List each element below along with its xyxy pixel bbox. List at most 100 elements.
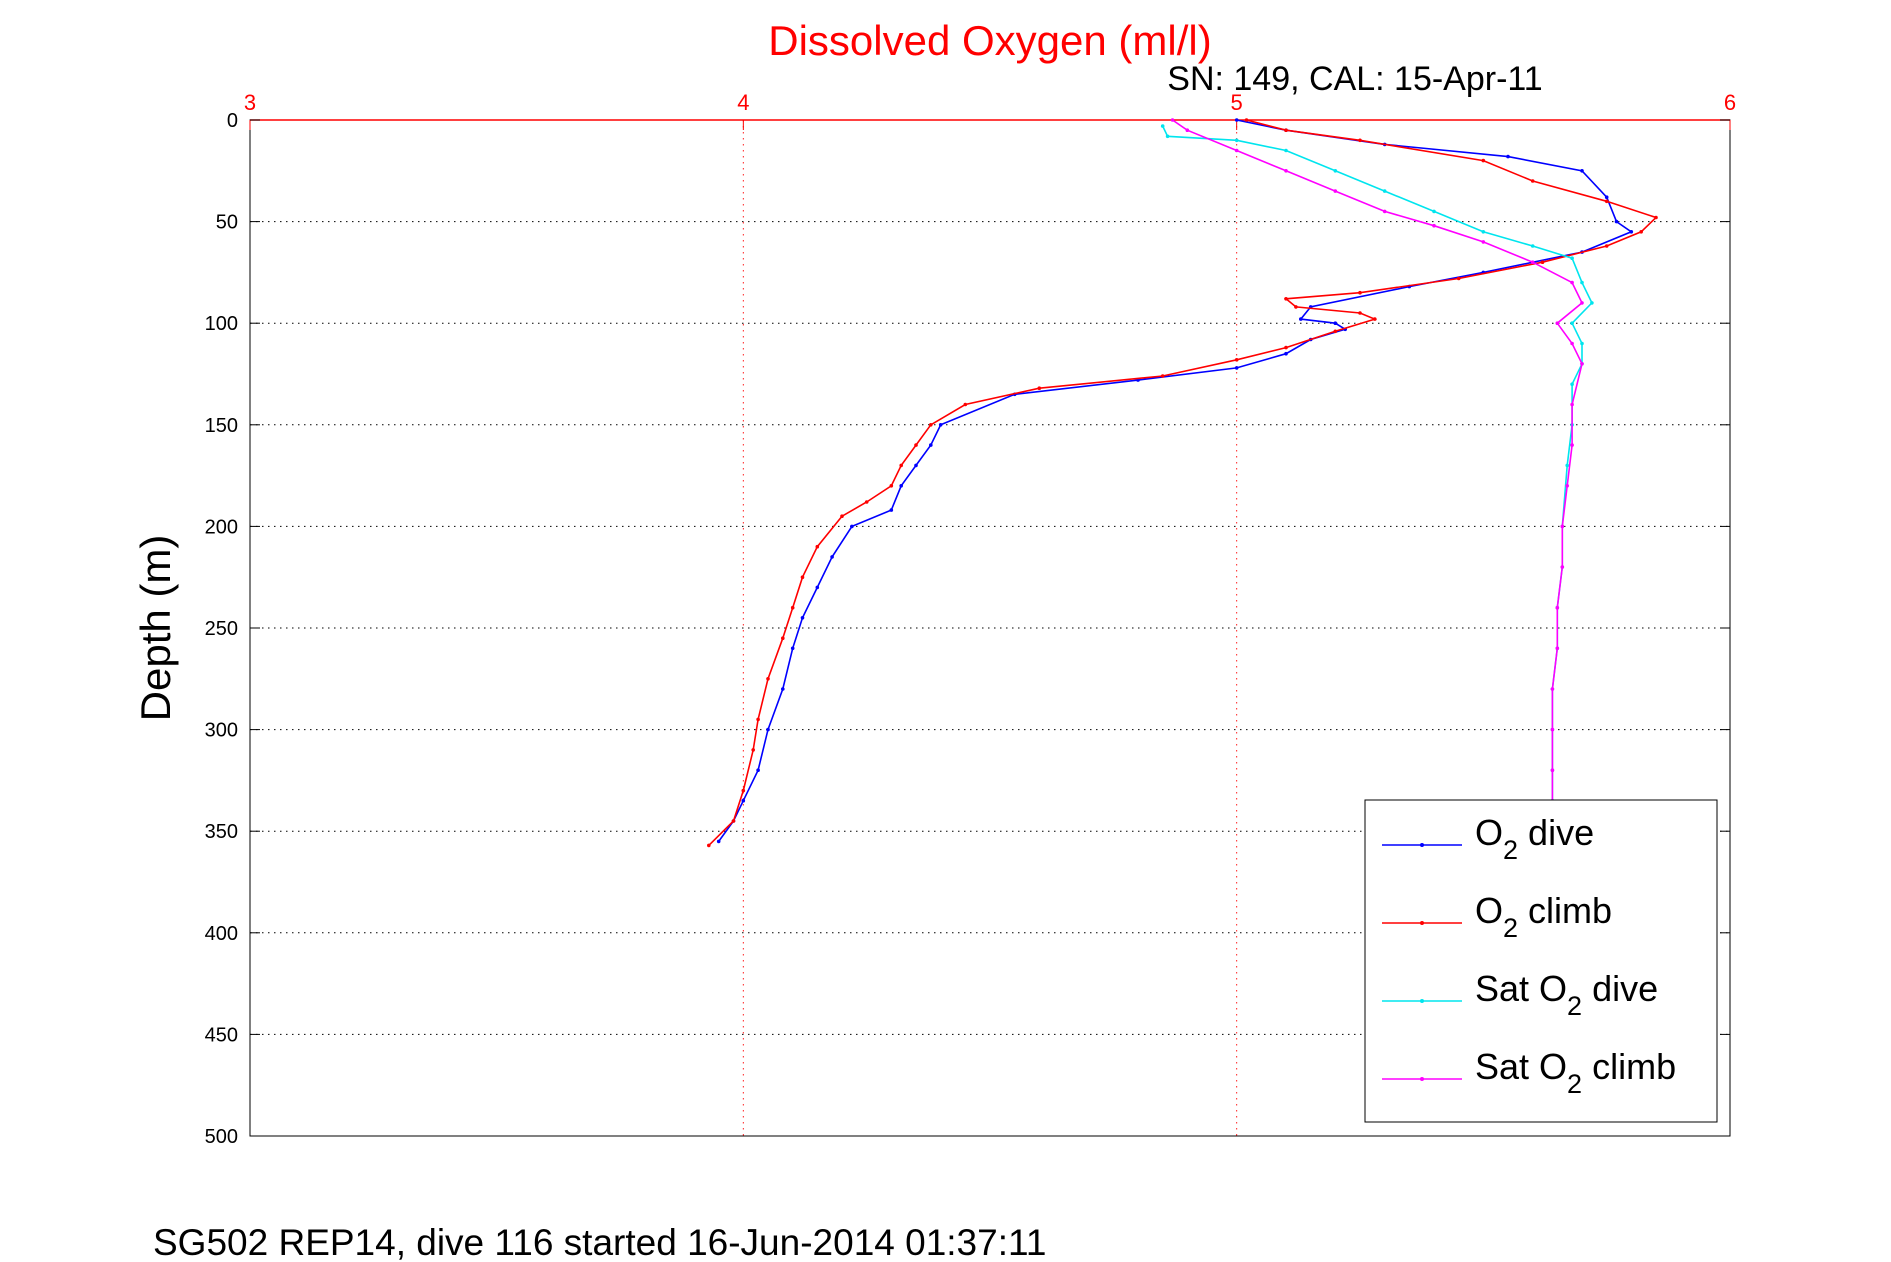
- data-point-sat-o2-dive: [1590, 301, 1594, 305]
- data-point-sat-o2-climb: [1555, 646, 1560, 651]
- data-point-o2-climb: [756, 717, 760, 722]
- data-point-o2-climb: [963, 402, 968, 407]
- data-point-o2-climb: [1333, 329, 1338, 334]
- y-axis-label: Depth (m): [132, 535, 179, 722]
- y-tick-label: 150: [205, 415, 238, 437]
- data-point-o2-dive: [938, 423, 943, 427]
- series-line-sat-o2-dive: [1161, 125, 1593, 801]
- data-point-o2-dive: [850, 524, 854, 529]
- data-point-sat-o2-climb: [1565, 484, 1569, 488]
- data-point-sat-o2-dive: [1570, 321, 1574, 326]
- y-tick-label: 50: [216, 212, 238, 234]
- data-point-sat-o2-dive: [1333, 169, 1338, 173]
- chart-title: Dissolved Oxygen (ml/l): [768, 17, 1211, 64]
- data-point-o2-climb: [751, 748, 755, 752]
- data-point-sat-o2-climb: [1570, 402, 1574, 407]
- legend-marker: [1420, 1077, 1424, 1081]
- data-point-o2-climb: [1358, 311, 1362, 315]
- data-point-sat-o2-climb: [1284, 169, 1288, 173]
- data-point-sat-o2-climb: [1560, 565, 1565, 569]
- data-point-o2-dive: [1580, 169, 1584, 173]
- data-point-sat-o2-dive: [1570, 382, 1574, 387]
- series-line-o2-climb: [708, 119, 1658, 846]
- series-line-sat-o2-climb: [1172, 119, 1583, 811]
- data-point-sat-o2-climb: [1170, 118, 1175, 122]
- series-o2-climb: [707, 118, 1658, 848]
- data-point-o2-dive: [899, 484, 903, 488]
- legend-item-sat-o2-climb: Sat O2 climb: [1382, 1046, 1676, 1099]
- data-point-o2-climb: [1654, 215, 1658, 220]
- chart-subtitle: SN: 149, CAL: 15-Apr-11: [1167, 60, 1542, 98]
- data-point-sat-o2-dive: [1432, 209, 1436, 214]
- y-tick-label: 500: [205, 1126, 238, 1148]
- data-point-sat-o2-climb: [1580, 362, 1584, 366]
- data-point-sat-o2-climb: [1580, 301, 1584, 305]
- data-point-sat-o2-dive: [1234, 138, 1239, 143]
- series-line-o2-dive: [718, 119, 1633, 842]
- data-point-o2-climb: [914, 443, 918, 447]
- data-point-sat-o2-climb: [1333, 189, 1338, 193]
- data-point-sat-o2-climb: [1530, 260, 1535, 265]
- data-point-o2-dive: [1234, 118, 1239, 122]
- legend-marker: [1420, 999, 1424, 1003]
- series-sat-o2-dive: [1160, 124, 1594, 803]
- data-point-o2-climb: [1037, 386, 1042, 391]
- data-point-o2-dive: [756, 768, 760, 772]
- legend-box: [1364, 799, 1718, 1123]
- data-point-o2-climb: [1358, 290, 1362, 295]
- legend-marker: [1420, 921, 1424, 925]
- legend-label: Sat O2 dive: [1475, 968, 1658, 1021]
- legend-label: O2 dive: [1475, 812, 1594, 865]
- data-point-o2-dive: [1299, 317, 1303, 321]
- y-tick-label: 250: [205, 618, 238, 640]
- data-point-sat-o2-dive: [1570, 256, 1574, 261]
- y-tick-label: 450: [205, 1024, 238, 1046]
- data-point-o2-climb: [800, 575, 805, 579]
- data-point-sat-o2-dive: [1382, 189, 1387, 193]
- data-point-o2-climb: [1284, 128, 1288, 132]
- data-point-o2-climb: [929, 423, 933, 427]
- data-point-o2-dive: [781, 687, 785, 691]
- data-point-o2-climb: [731, 819, 736, 823]
- y-tick-label: 200: [205, 516, 238, 538]
- data-point-o2-dive: [929, 443, 933, 447]
- data-point-sat-o2-climb: [1481, 240, 1486, 244]
- y-tick-label: 350: [205, 821, 238, 843]
- data-point-sat-o2-dive: [1530, 244, 1535, 248]
- data-point-o2-climb: [889, 484, 894, 488]
- data-point-o2-dive: [766, 727, 770, 732]
- data-point-o2-climb: [864, 500, 869, 504]
- y-tick-label: 400: [205, 923, 238, 945]
- data-point-sat-o2-climb: [1432, 223, 1436, 228]
- data-point-o2-climb: [840, 514, 844, 518]
- data-point-o2-climb: [1284, 345, 1288, 350]
- data-point-o2-climb: [1456, 276, 1461, 281]
- legend-item-o2-dive: O2 dive: [1382, 812, 1594, 865]
- legend-marker: [1420, 843, 1424, 847]
- data-point-o2-dive: [1604, 195, 1609, 199]
- footer-caption: SG502 REP14, dive 116 started 16-Jun-201…: [153, 1222, 1046, 1262]
- x-tick-label: 5: [1231, 90, 1243, 115]
- data-point-o2-dive: [914, 463, 918, 468]
- data-point-o2-climb: [741, 788, 746, 793]
- data-point-o2-climb: [1358, 138, 1362, 143]
- data-point-o2-climb: [790, 605, 795, 610]
- data-point-sat-o2-dive: [1284, 148, 1288, 153]
- data-point-o2-dive: [790, 646, 795, 651]
- legend-label: Sat O2 climb: [1475, 1046, 1676, 1099]
- series-o2-dive: [716, 118, 1634, 844]
- series: [707, 118, 1658, 848]
- data-point-sat-o2-climb: [1570, 443, 1574, 447]
- data-point-o2-dive: [1333, 321, 1338, 326]
- data-point-o2-climb: [707, 843, 711, 848]
- x-axis-ticks: 3 4 5 6: [244, 90, 1736, 130]
- data-point-sat-o2-climb: [1550, 768, 1555, 772]
- x-tick-label: 3: [244, 90, 256, 115]
- data-point-sat-o2-climb: [1555, 321, 1560, 326]
- data-point-o2-dive: [741, 798, 746, 803]
- x-tick-label: 4: [737, 90, 749, 115]
- data-point-o2-climb: [1481, 158, 1486, 163]
- data-point-o2-climb: [1284, 297, 1288, 301]
- data-point-o2-dive: [1629, 230, 1634, 234]
